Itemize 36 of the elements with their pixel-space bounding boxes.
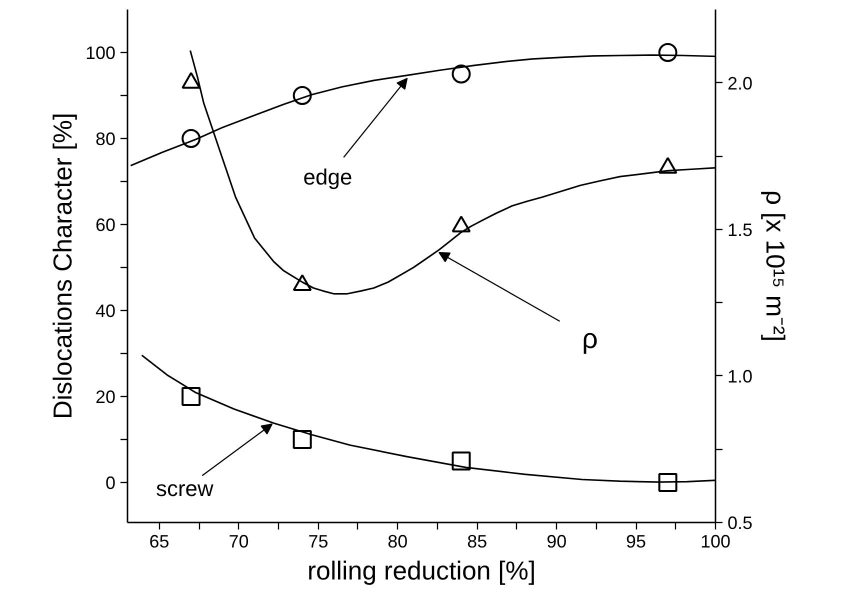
x-tick-label: 100 (700, 532, 731, 552)
annotation: screw (156, 476, 214, 502)
point (292, 274, 312, 291)
y-axis-title: Dislocations Character [%] (47, 112, 78, 420)
y2-tick-label: 1.0 (728, 366, 753, 386)
point (452, 452, 471, 471)
x-tick-label: 70 (228, 532, 249, 552)
x-tick-label: 65 (149, 532, 170, 552)
y-tick-label: 20 (95, 387, 116, 408)
y2-tick-label: 1.5 (728, 220, 753, 240)
x-tick-label: 90 (546, 532, 567, 552)
x-tick-label: 85 (467, 532, 488, 552)
point (658, 473, 678, 492)
point (658, 43, 678, 62)
y2-axis-title: ρ [x 10¹⁵ m⁻²] (760, 190, 791, 342)
x-axis-title: rolling reduction [%] (307, 556, 536, 586)
x-tick-label: 95 (626, 532, 646, 552)
y2-tick-label: 2.0 (728, 73, 753, 94)
point (658, 156, 678, 174)
y-tick-label: 100 (85, 43, 116, 63)
point (182, 72, 201, 89)
y2-tick-label: 0.5 (728, 513, 753, 533)
annotation: ρ (582, 322, 598, 354)
y-tick-label: 80 (95, 129, 116, 150)
y-tick-label: 40 (95, 301, 116, 322)
x-tick-label: 75 (308, 532, 328, 552)
y-tick-label: 0 (105, 473, 116, 494)
x-tick-label: 80 (388, 532, 408, 552)
point (452, 64, 471, 84)
point (292, 430, 312, 450)
annotation: edge (303, 164, 352, 190)
y-tick-label: 60 (95, 215, 116, 236)
point (182, 387, 201, 406)
point (292, 86, 312, 105)
point (452, 216, 471, 232)
point (182, 129, 201, 148)
